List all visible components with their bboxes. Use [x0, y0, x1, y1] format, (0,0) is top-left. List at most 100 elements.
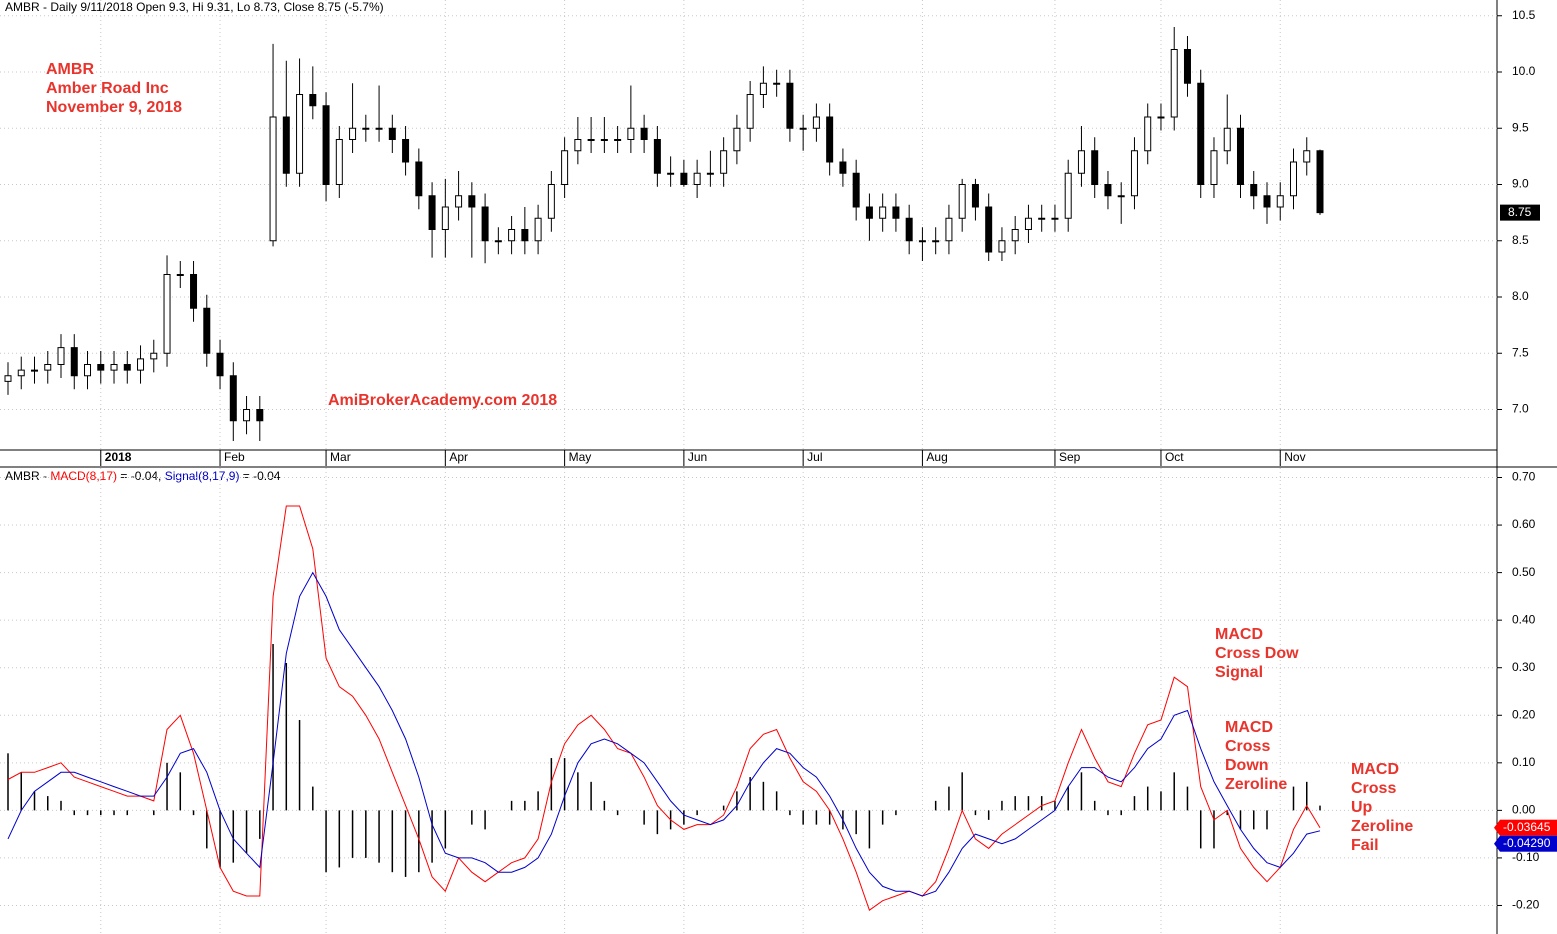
- y-tick-label: 0.70: [1512, 470, 1536, 484]
- candle-body: [216, 352, 224, 377]
- candle-body: [746, 94, 754, 129]
- candle-body: [402, 139, 410, 163]
- annotation: Zeroline: [1351, 818, 1413, 835]
- x-tick-label: Sep: [1059, 450, 1081, 464]
- candle-body: [1236, 127, 1244, 185]
- annotation: AmiBrokerAcademy.com 2018: [328, 392, 557, 409]
- candle-body: [150, 352, 158, 360]
- candle-body: [653, 139, 661, 174]
- candle-body: [97, 364, 105, 371]
- x-tick-label: Feb: [224, 450, 245, 464]
- candle-body: [561, 150, 569, 185]
- y-tick-label: 0.50: [1512, 565, 1536, 579]
- y-tick-label: 0.30: [1512, 660, 1536, 674]
- last-value-box: [1500, 835, 1557, 852]
- candle-body: [1038, 217, 1046, 220]
- annotation: Cross: [1225, 738, 1270, 755]
- candle-body: [1316, 150, 1324, 214]
- y-tick-label: 0.10: [1512, 755, 1536, 769]
- candle-body: [57, 347, 65, 365]
- candle-body: [243, 409, 251, 422]
- y-tick-label: -0.20: [1512, 898, 1540, 912]
- annotation: Fail: [1351, 837, 1379, 854]
- candle-body: [1130, 150, 1138, 197]
- y-tick-label: 0.60: [1512, 517, 1536, 531]
- annotation: Cross: [1351, 780, 1396, 797]
- candle-body: [70, 347, 78, 377]
- candle-body: [84, 364, 92, 377]
- candle-body: [1170, 49, 1178, 118]
- candle-body: [1197, 82, 1205, 185]
- candle-body: [1289, 161, 1297, 197]
- candle-body: [229, 375, 237, 422]
- candle-body: [839, 161, 847, 174]
- x-tick-label: Nov: [1284, 450, 1305, 464]
- candle-body: [1104, 184, 1112, 197]
- candle-body: [362, 127, 370, 130]
- candle-body: [282, 116, 290, 174]
- annotation: AMBR: [46, 61, 94, 78]
- legend-macd-value: = -0.04,: [117, 469, 165, 483]
- x-tick-label: Jun: [688, 450, 707, 464]
- candle-body: [574, 139, 582, 152]
- y-tick-label: 9.5: [1512, 120, 1529, 134]
- candle-body: [759, 82, 767, 95]
- y-tick-label: 9.0: [1512, 177, 1529, 191]
- candle-body: [269, 116, 277, 242]
- candle-body: [1183, 49, 1191, 84]
- last-value-label: -0.04290: [1503, 836, 1551, 850]
- last-value-box: [1500, 819, 1557, 836]
- candle-body: [879, 206, 887, 219]
- candle-body: [415, 161, 423, 197]
- y-tick-label: 7.0: [1512, 402, 1529, 416]
- candle-body: [614, 139, 622, 141]
- annotation: Zeroline: [1225, 776, 1287, 793]
- candle-body: [375, 127, 383, 130]
- legend-prefix: AMBR -: [5, 469, 50, 483]
- annotation: MACD: [1351, 761, 1399, 778]
- candle-body: [1303, 150, 1311, 163]
- y-tick-label: 0.00: [1512, 803, 1536, 817]
- candle-body: [826, 116, 834, 163]
- candle-body: [349, 127, 357, 140]
- candle-body: [892, 206, 900, 219]
- candle-body: [521, 229, 529, 242]
- candle-body: [667, 172, 675, 175]
- annotation: Up: [1351, 799, 1373, 816]
- x-tick-label: Jul: [807, 450, 822, 464]
- candle-body: [1091, 150, 1099, 185]
- candle-body: [905, 217, 913, 242]
- candle-body: [534, 217, 542, 242]
- annotation: Signal: [1215, 664, 1263, 681]
- last-value-pointer: [1494, 819, 1500, 836]
- candle-body: [163, 274, 171, 354]
- candle-body: [1024, 217, 1032, 230]
- legend-signal: Signal(8,17,9): [165, 469, 240, 483]
- candle-body: [4, 375, 12, 382]
- annotation: November 9, 2018: [46, 99, 182, 116]
- y-tick-label: 8.5: [1512, 233, 1529, 247]
- x-tick-label: Mar: [330, 450, 351, 464]
- candle-body: [587, 139, 595, 141]
- chart-title: AMBR - Daily 9/11/2018 Open 9.3, Hi 9.31…: [5, 0, 384, 14]
- candle-body: [812, 116, 820, 129]
- candle-body: [481, 206, 489, 242]
- candle-body: [31, 369, 39, 372]
- x-tick-label: Apr: [449, 450, 468, 464]
- last-value-label: -0.03645: [1503, 820, 1551, 834]
- candle-body: [865, 206, 873, 219]
- candle-body: [44, 364, 52, 371]
- candle-body: [985, 206, 993, 253]
- y-tick-label: 0.40: [1512, 612, 1536, 626]
- candle-body: [309, 94, 317, 107]
- candle-body: [428, 195, 436, 230]
- candle-body: [693, 172, 701, 185]
- last-value-pointer: [1494, 835, 1500, 852]
- y-tick-label: 0.20: [1512, 707, 1536, 721]
- macd-line: [7, 505, 1321, 911]
- candle-body: [680, 172, 688, 185]
- candle-body: [1011, 229, 1019, 242]
- candle-body: [190, 274, 198, 309]
- annotation: Cross Dow: [1215, 645, 1299, 662]
